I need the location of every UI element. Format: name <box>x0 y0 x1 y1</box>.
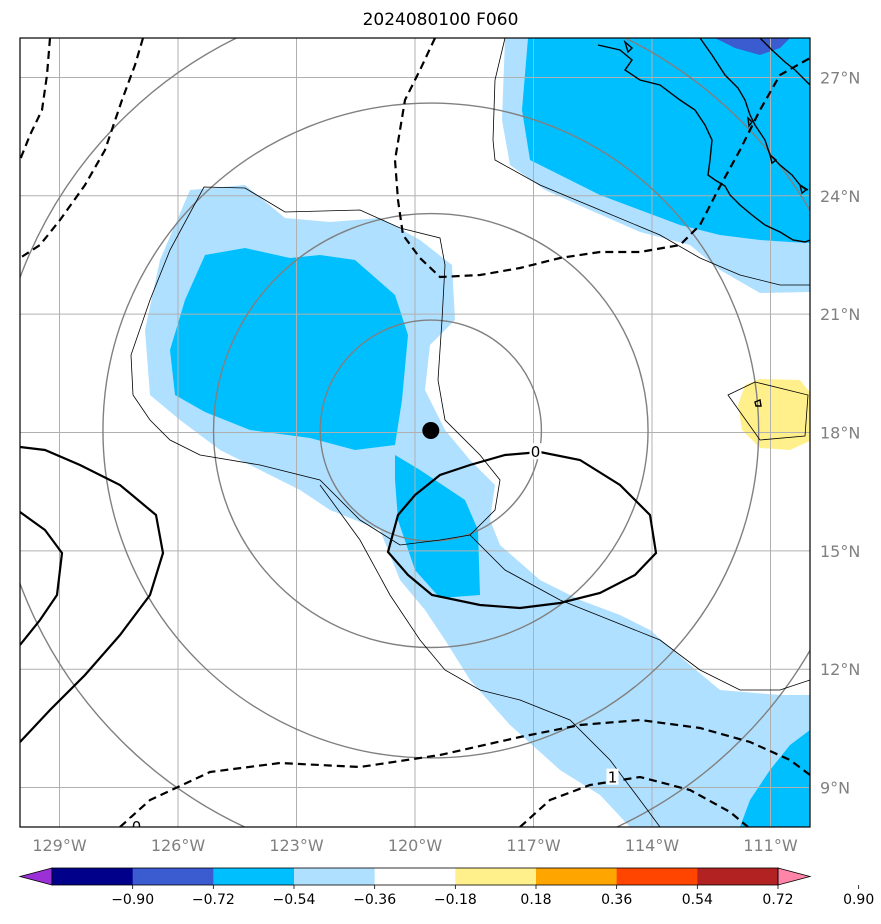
coastline-baja-east <box>699 38 809 191</box>
island-yellow <box>754 399 762 407</box>
colorbar-segment-5 <box>455 868 537 885</box>
outline-yellow <box>727 381 809 441</box>
contour-label-bg-1 <box>130 818 143 827</box>
contour-label-bg-0 <box>529 443 542 460</box>
solid-contours <box>20 445 658 743</box>
lat-tick-label-1: 12°N <box>820 660 860 679</box>
lon-tick-label-5: 114°W <box>625 836 680 855</box>
gridlines <box>20 38 810 827</box>
colorbar-segment-4 <box>374 868 456 885</box>
colorbar-tick-label-9: 0.90 <box>843 892 874 908</box>
dashed-contours <box>20 38 810 827</box>
thin-outlines <box>130 38 810 827</box>
colorbar-segment-3 <box>294 868 376 885</box>
dashed-contour-north <box>393 38 810 279</box>
coastline-mainland <box>759 38 810 86</box>
longitude-labels: 129°W 126°W 123°W 120°W 117°W 114°W 111°W <box>32 836 798 855</box>
colorbar-tick-label-6: 0.36 <box>601 892 632 908</box>
solid-contour-west-1 <box>20 445 165 743</box>
band-sky-south <box>395 455 480 598</box>
latitude-labels: 9°N 12°N 15°N 18°N 21°N 24°N 27°N <box>820 68 860 797</box>
lat-tick-label-4: 21°N <box>820 305 860 324</box>
lat-tick-label-2: 15°N <box>820 542 860 561</box>
colorbar-frame <box>51 867 779 886</box>
island-south <box>798 183 808 195</box>
colorbar: −0.90 −0.72 −0.54 −0.36 −0.18 0.18 0.36 0.54 0.7… <box>18 867 874 908</box>
colorbar-segment-6 <box>536 868 618 885</box>
colorbar-segment-2 <box>213 868 295 885</box>
lat-tick-label-5: 24°N <box>820 187 860 206</box>
colorbar-extend-low <box>18 867 53 886</box>
colorbar-tick-label-4: −0.18 <box>434 892 477 908</box>
lat-tick-label-3: 18°N <box>820 424 860 443</box>
colorbar-segment-7 <box>616 868 698 885</box>
contour-labels: 0 0 1 <box>130 443 619 836</box>
lat-tick-label-0: 9°N <box>820 779 850 798</box>
island-east <box>768 153 778 165</box>
contour-label-1: 0 <box>132 818 142 836</box>
colorbar-tick-label-7: 0.54 <box>682 892 713 908</box>
colorbar-segment-8 <box>697 868 779 885</box>
outline-south-band-2 <box>469 534 810 691</box>
range-ring-2 <box>102 102 760 759</box>
storm-center-marker <box>422 422 440 440</box>
range-ring-1 <box>212 212 649 649</box>
map-title: 2024080100 F060 <box>362 10 519 30</box>
lon-tick-label-3: 120°W <box>388 836 443 855</box>
island-mid <box>747 116 753 128</box>
band-royal-north <box>715 38 790 55</box>
coastline <box>597 38 810 407</box>
lon-tick-label-6: 111°W <box>743 836 798 855</box>
band-sky-west <box>170 248 408 450</box>
colorbar-tick-label-3: −0.36 <box>353 892 396 908</box>
lon-tick-label-1: 126°W <box>151 836 206 855</box>
map-frame <box>19 37 811 828</box>
lat-tick-label-6: 27°N <box>820 68 860 87</box>
solid-contour-center <box>386 450 658 610</box>
lon-tick-label-0: 129°W <box>32 836 87 855</box>
dashed-contour-south-2 <box>519 775 749 827</box>
contour-label-bg-2 <box>606 768 619 785</box>
solid-contour-west-2 <box>20 511 64 646</box>
map-area: 0 0 1 <box>20 38 810 836</box>
colorbar-tick-label-2: −0.54 <box>273 892 316 908</box>
colorbar-segment-0 <box>52 868 134 885</box>
dashed-contour-northwest-2 <box>20 38 145 259</box>
colorbar-tick-label-0: −0.90 <box>111 892 154 908</box>
dashed-contour-northwest-1 <box>20 38 52 161</box>
band-sky-southeast <box>740 730 810 827</box>
island-north <box>623 39 634 54</box>
colorbar-tick-label-5: 0.18 <box>520 892 551 908</box>
dashed-contour-south <box>119 718 810 827</box>
colorbar-tick-label-8: 0.72 <box>762 892 793 908</box>
contour-label-0: 0 <box>531 443 541 461</box>
colorbar-segment-1 <box>132 868 214 885</box>
outline-south-band <box>319 484 661 827</box>
coastline-baja-west <box>597 44 810 243</box>
colorbar-extend-high <box>777 867 812 886</box>
lon-tick-label-2: 123°W <box>269 836 324 855</box>
contour-label-2: 1 <box>608 769 618 787</box>
lon-tick-label-4: 117°W <box>506 836 561 855</box>
shading-sky-blue <box>170 38 810 827</box>
outline-northeast <box>492 38 810 286</box>
colorbar-tick-label-1: −0.72 <box>192 892 235 908</box>
